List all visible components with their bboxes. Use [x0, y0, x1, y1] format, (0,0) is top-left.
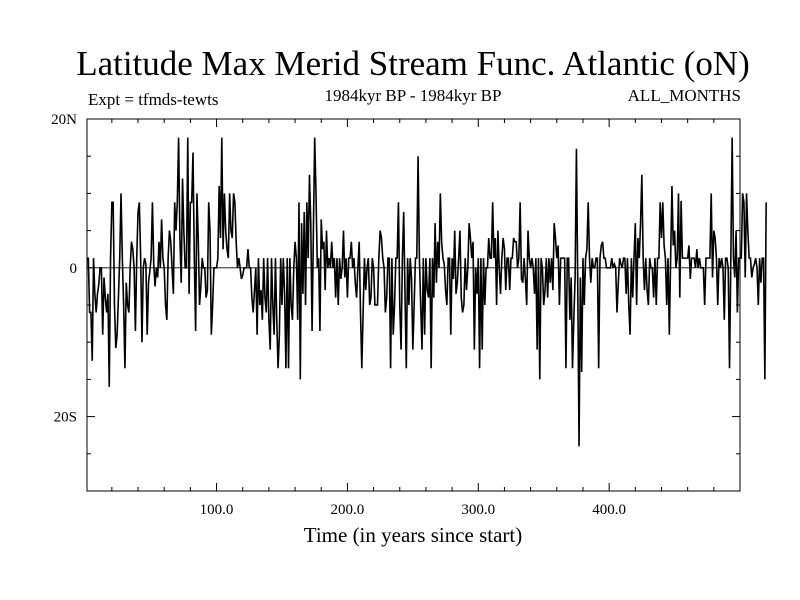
- x-tick-label: 200.0: [331, 502, 365, 518]
- chart-title: Latitude Max Merid Stream Func. Atlantic…: [76, 44, 750, 83]
- period-label: 1984kyr BP - 1984kyr BP: [324, 86, 502, 105]
- series-group: [87, 137, 767, 447]
- plot-frame: [86, 118, 741, 492]
- y-tick-label: 0: [70, 261, 78, 277]
- axis-ticks: 100.0 200.0 300.0 400.0 20N 0 20S: [51, 112, 740, 518]
- y-tick-label: 20S: [54, 410, 77, 426]
- x-tick-label: 100.0: [200, 502, 234, 518]
- x-tick-label: 300.0: [461, 502, 495, 518]
- months-label: ALL_MONTHS: [627, 86, 741, 105]
- x-axis-label: Time (in years since start): [304, 523, 523, 547]
- x-tick-label: 400.0: [592, 502, 626, 518]
- experiment-label: Expt = tfmds-tewts: [88, 90, 219, 109]
- y-tick-label: 20N: [51, 112, 77, 128]
- series-line-0: [87, 137, 767, 447]
